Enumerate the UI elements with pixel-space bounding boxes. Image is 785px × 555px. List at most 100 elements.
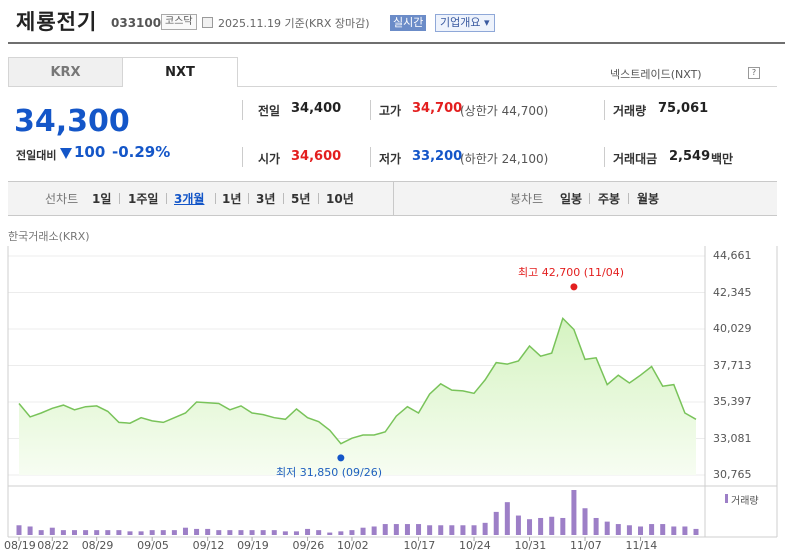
header-divider	[8, 42, 785, 44]
period-10y[interactable]: 10년	[326, 192, 354, 206]
line-chart-label: 선차트	[45, 192, 79, 206]
open-value: 34,600	[291, 149, 342, 164]
volume-bar	[160, 530, 166, 535]
current-price: 34,300	[14, 104, 130, 139]
volume-bar	[504, 502, 510, 535]
x-tick-label: 08/19	[4, 539, 36, 552]
low-point-marker	[337, 454, 345, 462]
compare-label: 전일대비	[16, 149, 57, 162]
x-tick-label: 10/31	[514, 539, 547, 552]
volume-bar	[449, 525, 455, 535]
y-tick-label: 44,661	[713, 249, 752, 262]
y-tick-label: 33,081	[713, 431, 752, 445]
column-divider	[604, 100, 605, 120]
volume-bar	[38, 530, 44, 535]
volume-bar	[271, 530, 277, 535]
upper-limit: (상한가 44,700)	[460, 104, 549, 118]
realtime-button[interactable]: 실시간	[390, 15, 427, 31]
period-3y[interactable]: 3년	[256, 192, 276, 206]
volume-bar	[404, 524, 410, 535]
candle-chart-label: 봉차트	[510, 192, 544, 206]
volume-bar	[260, 530, 266, 535]
low-annotation: 최저 31,850 (09/26)	[276, 466, 383, 479]
y-tick-label: 30,765	[713, 468, 752, 481]
period-5y[interactable]: 5년	[291, 192, 311, 206]
prev-close-label: 전일	[258, 104, 281, 118]
amount-value: 2,549	[669, 149, 711, 164]
tab-krx[interactable]: KRX	[8, 57, 123, 87]
period-3m[interactable]: 3개월	[174, 192, 205, 206]
amount-label: 거래대금	[613, 152, 658, 166]
stock-name: 제룡전기	[16, 10, 98, 34]
help-icon[interactable]: ?	[748, 67, 760, 79]
column-divider	[370, 147, 371, 167]
x-tick-label: 10/02	[336, 539, 369, 552]
volume-bar	[249, 530, 255, 535]
y-tick-label: 40,029	[713, 322, 752, 335]
volume-bar	[16, 525, 22, 535]
volume-bar	[416, 524, 422, 535]
column-divider	[242, 100, 243, 120]
volume-bar	[282, 531, 288, 535]
volume-bar	[227, 530, 233, 535]
period-1y[interactable]: 1년	[222, 192, 242, 206]
column-divider	[242, 147, 243, 167]
volume-value: 75,061	[658, 101, 709, 116]
volume-bar	[105, 530, 111, 535]
volume-legend: 거래량	[731, 496, 759, 507]
volume-bar	[604, 521, 610, 535]
period-1d[interactable]: 1일	[92, 192, 112, 206]
y-tick-label: 37,713	[713, 358, 752, 372]
volume-bar	[560, 517, 566, 535]
x-tick-label: 10/24	[459, 539, 491, 552]
volume-legend-swatch	[725, 494, 728, 503]
tab-nxt[interactable]: NXT	[122, 57, 238, 87]
period-1w[interactable]: 1주일	[128, 192, 159, 206]
volume-bar	[482, 522, 488, 535]
x-tick-label: 10/17	[403, 539, 436, 552]
high-point-marker	[570, 283, 578, 291]
volume-bar	[60, 530, 66, 535]
volume-bar	[460, 525, 466, 535]
volume-bar	[615, 524, 621, 535]
candle-monthly[interactable]: 월봉	[637, 192, 660, 206]
volume-bar	[182, 527, 188, 535]
volume-bar	[171, 530, 177, 535]
x-tick-label: 08/22	[37, 539, 69, 552]
amount-unit: 백만	[711, 152, 734, 166]
volume-bar	[116, 530, 122, 535]
period-separator	[589, 193, 590, 204]
x-tick-label: 09/12	[192, 539, 225, 552]
prev-close-value: 34,400	[291, 101, 342, 116]
market-badge: 코스닥	[161, 14, 197, 30]
volume-bar	[660, 524, 666, 535]
price-area	[19, 318, 696, 475]
volume-bar	[571, 490, 577, 535]
volume-bar	[194, 528, 200, 535]
candle-weekly[interactable]: 주봉	[598, 192, 621, 206]
volume-bar	[205, 528, 211, 535]
nextrade-link[interactable]: 넥스트레이드(NXT)	[610, 68, 702, 81]
lower-limit: (하한가 24,100)	[460, 152, 549, 166]
volume-bar	[94, 530, 100, 535]
stock-code: 033100	[111, 16, 162, 30]
volume-bar	[349, 530, 355, 535]
volume-bar	[493, 511, 499, 535]
volume-bar	[582, 508, 588, 535]
x-tick-label: 11/07	[570, 539, 602, 552]
y-tick-label: 35,397	[713, 395, 752, 408]
volume-bar	[382, 524, 388, 535]
down-triangle-icon	[60, 148, 72, 159]
column-divider	[370, 100, 371, 120]
x-tick-label: 09/19	[237, 539, 269, 552]
volume-bar	[527, 519, 533, 535]
volume-bar	[693, 528, 699, 535]
company-overview-button[interactable]: 기업개요 ▾	[435, 14, 495, 32]
candle-daily[interactable]: 일봉	[560, 192, 583, 206]
tabs-baseline	[238, 86, 777, 87]
as-of-date: 2025.11.19 기준(KRX 장마감)	[218, 17, 370, 30]
volume-label: 거래량	[613, 104, 647, 118]
volume-bar	[149, 530, 155, 535]
volume-bar	[471, 525, 477, 535]
